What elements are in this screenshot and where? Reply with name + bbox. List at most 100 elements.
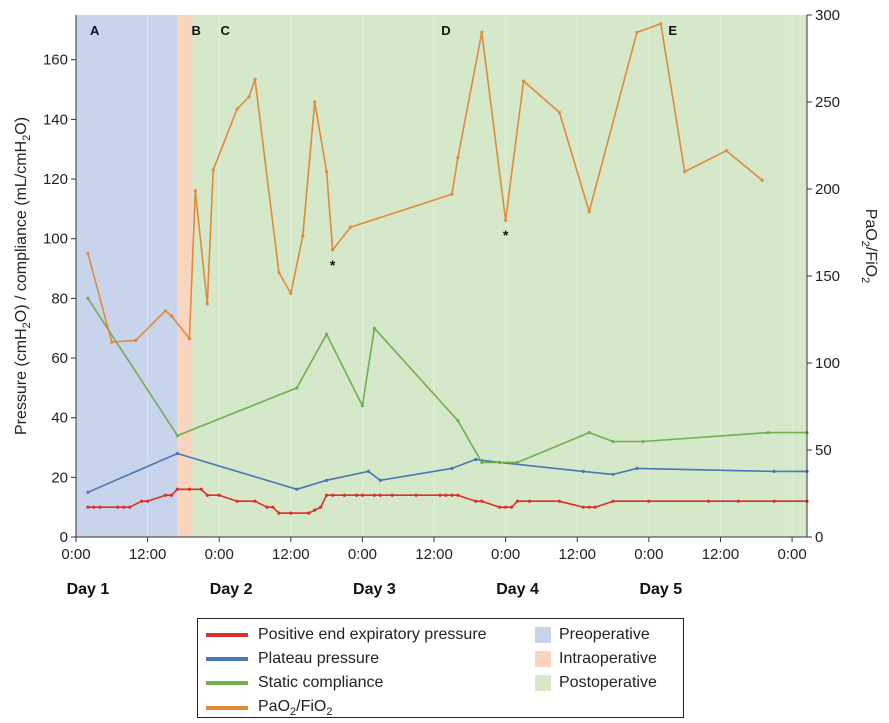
- data-point-positive-end-expiratory-pressure: [199, 487, 203, 491]
- data-point-plateau-pressure: [474, 457, 478, 462]
- data-point-plateau-pressure: [581, 469, 585, 473]
- data-point-pao2-fio2: [587, 210, 591, 214]
- legend-label-plateau: Plateau pressure: [258, 650, 379, 667]
- annotations: **: [330, 227, 509, 273]
- phase-label-b: B: [191, 23, 200, 38]
- data-point-pao2-fio2: [450, 192, 454, 196]
- legend-label-pf-ratio: PaO2/FiO2: [258, 698, 333, 719]
- data-point-pao2-fio2: [86, 251, 90, 255]
- segment-label-e: E: [668, 23, 677, 38]
- data-point-positive-end-expiratory-pressure: [527, 499, 532, 503]
- phase-band-postoperative: [192, 15, 807, 537]
- data-point-static-compliance: [515, 460, 520, 465]
- segment-label-c: C: [220, 23, 230, 38]
- data-point-positive-end-expiratory-pressure: [581, 505, 585, 509]
- data-point-pao2-fio2: [635, 30, 639, 34]
- data-point-plateau-pressure: [325, 478, 329, 482]
- data-point-positive-end-expiratory-pressure: [593, 505, 597, 509]
- legend-swatch-postoperative: [535, 675, 551, 691]
- data-point-positive-end-expiratory-pressure: [390, 493, 394, 497]
- data-point-pao2-fio2: [504, 218, 508, 222]
- data-point-pao2-fio2: [163, 309, 168, 313]
- x-tick-label: 0:00: [348, 546, 377, 563]
- series-line-plateau-pressure: [87, 452, 807, 494]
- data-point-positive-end-expiratory-pressure: [98, 505, 102, 509]
- x-tick-label: 0:00: [61, 546, 90, 563]
- data-point-positive-end-expiratory-pressure: [342, 493, 347, 497]
- legend-swatch-intraoperative: [535, 651, 551, 667]
- legend-label-postoperative: Postoperative: [559, 674, 657, 691]
- x-tick-label: 0:00: [634, 546, 663, 563]
- data-point-positive-end-expiratory-pressure: [510, 505, 514, 509]
- data-point-static-compliance: [175, 433, 180, 438]
- data-point-plateau-pressure: [86, 490, 90, 494]
- data-point-pao2-fio2: [277, 270, 281, 275]
- data-point-positive-end-expiratory-pressure: [187, 487, 191, 491]
- legend-swatch-plateau: [206, 657, 248, 661]
- data-point-pao2-fio2: [247, 95, 251, 99]
- data-point-positive-end-expiratory-pressure: [169, 493, 174, 497]
- data-point-positive-end-expiratory-pressure: [92, 505, 96, 509]
- data-point-plateau-pressure: [772, 469, 776, 473]
- phase-label-a: A: [90, 23, 100, 38]
- data-point-pao2-fio2: [253, 77, 257, 81]
- legend-item-peep: Positive end expiratory pressure: [206, 626, 487, 644]
- data-point-positive-end-expiratory-pressure: [456, 493, 460, 497]
- data-point-pao2-fio2: [760, 178, 764, 182]
- legend-item-plateau: Plateau pressure: [206, 650, 379, 668]
- data-point-pao2-fio2: [557, 110, 561, 115]
- asterisk-annotation: *: [330, 257, 336, 273]
- right-tick-label: 50: [815, 442, 832, 459]
- x-tick-label: 12:00: [702, 546, 740, 563]
- legend-label-intraoperative: Intraoperative: [559, 650, 657, 667]
- data-point-plateau-pressure: [450, 466, 454, 470]
- data-point-positive-end-expiratory-pressure: [128, 505, 132, 509]
- data-point-plateau-pressure: [378, 478, 382, 482]
- data-point-positive-end-expiratory-pressure: [647, 499, 651, 503]
- legend: Positive end expiratory pressure Plateau…: [197, 618, 684, 718]
- data-point-pao2-fio2: [659, 22, 663, 26]
- legend-item-intraoperative: Intraoperative: [535, 650, 657, 668]
- data-point-positive-end-expiratory-pressure: [444, 493, 448, 497]
- data-point-pao2-fio2: [301, 234, 305, 238]
- data-point-positive-end-expiratory-pressure: [515, 499, 520, 503]
- x-tick-label: 0:00: [205, 546, 234, 563]
- data-point-plateau-pressure: [635, 466, 639, 470]
- data-point-pao2-fio2: [348, 225, 353, 229]
- data-point-positive-end-expiratory-pressure: [474, 499, 478, 503]
- data-point-pao2-fio2: [724, 149, 729, 153]
- data-point-positive-end-expiratory-pressure: [325, 493, 329, 497]
- data-point-pao2-fio2: [325, 170, 329, 174]
- day-label: Day 2: [210, 581, 253, 598]
- day-label: Day 5: [639, 581, 682, 598]
- data-point-plateau-pressure: [611, 472, 615, 476]
- left-tick-label: 140: [43, 111, 68, 128]
- legend-item-postoperative: Postoperative: [535, 674, 657, 692]
- right-axis-title: PaO2/FiO2: [859, 209, 879, 283]
- data-point-positive-end-expiratory-pressure: [265, 505, 269, 509]
- data-point-positive-end-expiratory-pressure: [480, 499, 484, 503]
- data-point-positive-end-expiratory-pressure: [414, 493, 418, 497]
- data-point-positive-end-expiratory-pressure: [277, 511, 281, 515]
- phase-labels: A B C D E: [90, 23, 677, 38]
- data-point-positive-end-expiratory-pressure: [354, 493, 359, 497]
- data-point-pao2-fio2: [456, 156, 460, 160]
- right-tick-label: 100: [815, 355, 840, 372]
- data-point-static-compliance: [86, 296, 90, 300]
- data-point-pao2-fio2: [313, 100, 317, 104]
- right-tick-label: 300: [815, 7, 840, 24]
- data-point-plateau-pressure: [175, 451, 180, 456]
- data-point-positive-end-expiratory-pressure: [217, 493, 221, 497]
- legend-item-pf-ratio: PaO2/FiO2: [206, 698, 332, 718]
- data-point-pao2-fio2: [211, 168, 215, 172]
- data-point-pao2-fio2: [683, 170, 687, 174]
- data-point-static-compliance: [295, 386, 299, 390]
- left-axis-title: Pressure (cmH2O) / compliance (mL/cmH2O): [13, 117, 33, 435]
- data-point-positive-end-expiratory-pressure: [736, 499, 740, 503]
- data-point-positive-end-expiratory-pressure: [86, 505, 90, 509]
- right-tick-label: 200: [815, 181, 840, 198]
- data-point-positive-end-expiratory-pressure: [116, 505, 120, 509]
- x-tick-label: 0:00: [491, 546, 520, 563]
- day-label: Day 3: [353, 581, 396, 598]
- data-point-pao2-fio2: [235, 107, 239, 111]
